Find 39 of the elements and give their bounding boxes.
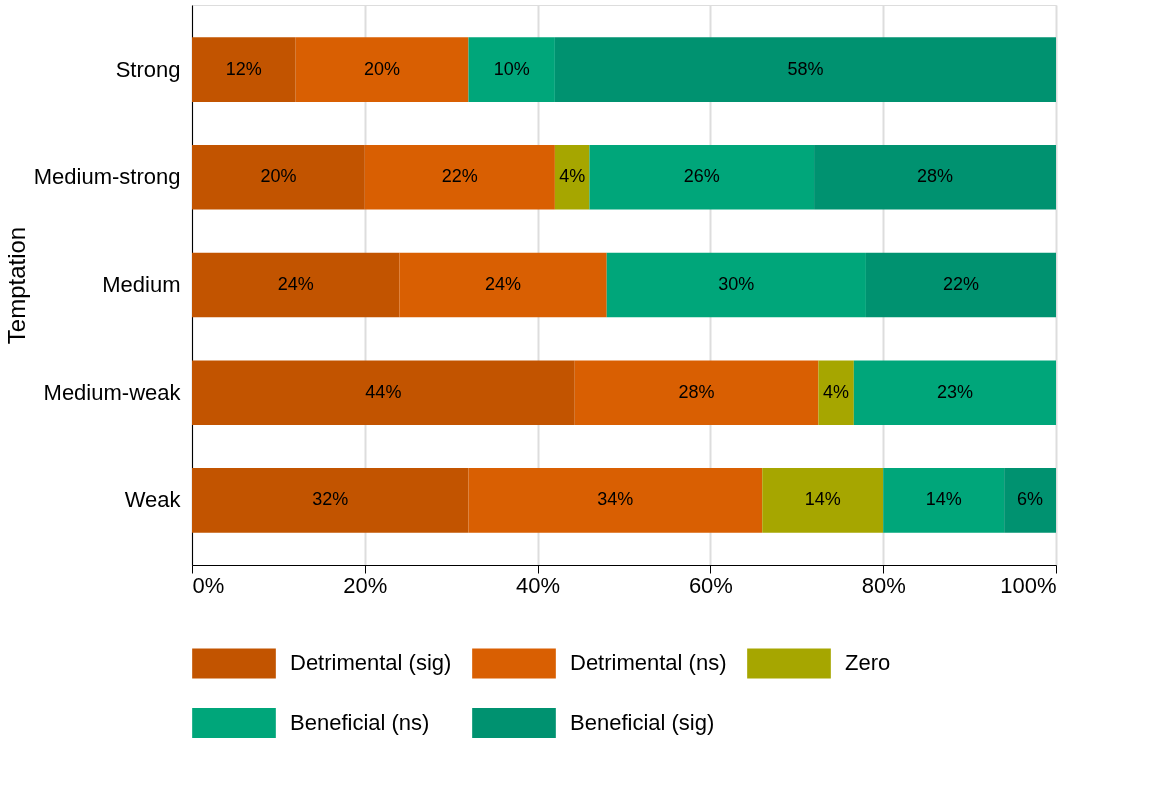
data-label: 34% bbox=[597, 489, 634, 510]
x-tick-label: 0% bbox=[192, 572, 225, 598]
x-tick-label: 100% bbox=[1000, 572, 1057, 598]
legend-label: Beneficial (ns) bbox=[290, 710, 430, 735]
y-tick-label: Strong bbox=[115, 56, 181, 82]
data-label: 22% bbox=[441, 166, 478, 187]
y-tick-label: Medium bbox=[102, 272, 181, 297]
y-tick-label: Medium-weak bbox=[43, 379, 182, 405]
data-label: 58% bbox=[787, 58, 824, 79]
y-tick-label: Medium-strong bbox=[33, 164, 181, 190]
data-label: 10% bbox=[493, 58, 530, 79]
data-label: 28% bbox=[678, 381, 715, 402]
data-label: 32% bbox=[312, 489, 349, 510]
data-label: 23% bbox=[936, 381, 973, 402]
data-label: 6% bbox=[1017, 489, 1044, 510]
data-label: 12% bbox=[225, 58, 262, 79]
legend-label: Beneficial (sig) bbox=[570, 710, 715, 735]
legend-label: Zero bbox=[845, 650, 891, 676]
data-label: 30% bbox=[718, 274, 755, 294]
legend-label: Detrimental (ns) bbox=[570, 650, 727, 676]
data-label: 20% bbox=[364, 58, 401, 79]
data-label: 4% bbox=[559, 166, 586, 187]
data-label: 44% bbox=[365, 381, 402, 402]
data-label: 28% bbox=[917, 166, 954, 187]
data-label: 20% bbox=[260, 166, 297, 187]
data-label: 14% bbox=[804, 489, 841, 510]
legend-label: Detrimental (sig) bbox=[290, 650, 452, 676]
data-label: 22% bbox=[942, 274, 979, 294]
data-label: 24% bbox=[277, 274, 314, 294]
x-tick-label: 80% bbox=[861, 572, 906, 598]
x-tick-label: 20% bbox=[343, 572, 388, 598]
data-label: 14% bbox=[925, 489, 962, 510]
y-tick-label: Weak bbox=[124, 487, 182, 513]
y-axis-title: Temptation bbox=[2, 226, 30, 345]
data-label: 24% bbox=[485, 274, 522, 294]
data-label: 4% bbox=[823, 381, 850, 402]
data-label: 26% bbox=[683, 166, 720, 187]
x-tick-label: 60% bbox=[688, 572, 733, 598]
x-tick-label: 40% bbox=[516, 572, 561, 598]
